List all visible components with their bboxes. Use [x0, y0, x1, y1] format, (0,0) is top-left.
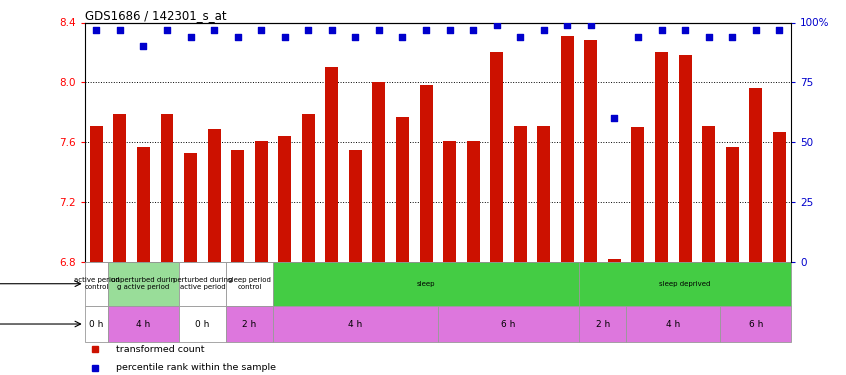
Bar	[537, 126, 550, 262]
Point	[278, 34, 292, 40]
Bar	[490, 53, 503, 262]
Point	[725, 34, 739, 40]
Point	[255, 27, 268, 33]
Bar	[579, 262, 791, 306]
Point	[514, 34, 527, 40]
Bar	[396, 117, 409, 262]
Text: 6 h: 6 h	[502, 320, 515, 328]
Bar	[626, 306, 721, 342]
Text: percentile rank within the sample: percentile rank within the sample	[117, 363, 277, 372]
Bar	[231, 150, 244, 262]
Bar	[255, 141, 267, 262]
Text: sleep: sleep	[417, 281, 436, 287]
Bar	[420, 85, 432, 262]
Text: 4 h: 4 h	[666, 320, 680, 328]
Bar	[226, 306, 273, 342]
Text: 4 h: 4 h	[349, 320, 363, 328]
Point	[90, 27, 103, 33]
Bar	[372, 82, 386, 262]
Bar	[273, 306, 438, 342]
Point	[749, 27, 762, 33]
Bar	[137, 147, 150, 262]
Bar	[702, 126, 715, 262]
Bar	[179, 306, 226, 342]
Point	[231, 34, 244, 40]
Point	[207, 27, 221, 33]
Text: active period
control: active period control	[74, 277, 119, 291]
Bar	[161, 114, 173, 262]
Bar	[726, 147, 739, 262]
Bar	[467, 141, 480, 262]
Bar	[85, 262, 108, 306]
Point	[160, 27, 173, 33]
Text: transformed count: transformed count	[117, 345, 205, 354]
Bar	[113, 114, 126, 262]
Point	[584, 22, 597, 28]
Point	[772, 27, 786, 33]
Text: sleep period
control: sleep period control	[228, 277, 271, 291]
Text: 2 h: 2 h	[242, 320, 256, 328]
Point	[442, 27, 456, 33]
Point	[631, 34, 645, 40]
Bar	[579, 306, 626, 342]
Bar	[750, 88, 762, 262]
Bar	[608, 259, 621, 262]
Bar	[179, 262, 226, 306]
Text: 0 h: 0 h	[195, 320, 210, 328]
Bar	[678, 56, 691, 262]
Bar	[772, 132, 786, 262]
Bar	[207, 129, 221, 262]
Bar	[326, 68, 338, 262]
Bar	[90, 126, 103, 262]
Point	[466, 27, 480, 33]
Bar	[302, 114, 315, 262]
Bar	[226, 262, 273, 306]
Point	[702, 34, 716, 40]
Point	[607, 115, 621, 121]
Text: 6 h: 6 h	[749, 320, 763, 328]
Bar	[721, 306, 791, 342]
Point	[372, 27, 386, 33]
Bar	[278, 136, 291, 262]
Bar	[438, 306, 579, 342]
Bar	[349, 150, 362, 262]
Bar	[184, 153, 197, 262]
Bar	[585, 40, 597, 262]
Point	[349, 34, 362, 40]
Bar	[655, 53, 668, 262]
Point	[420, 27, 433, 33]
Point	[490, 22, 503, 28]
Bar	[631, 127, 645, 262]
Point	[537, 27, 551, 33]
Point	[325, 27, 338, 33]
Bar	[108, 262, 179, 306]
Text: unperturbed durin
g active period: unperturbed durin g active period	[112, 277, 175, 291]
Text: 2 h: 2 h	[596, 320, 610, 328]
Point	[561, 22, 574, 28]
Point	[137, 44, 151, 50]
Bar	[85, 306, 108, 342]
Bar	[514, 126, 527, 262]
Point	[301, 27, 315, 33]
Point	[113, 27, 127, 33]
Bar	[108, 306, 179, 342]
Point	[184, 34, 197, 40]
Text: 0 h: 0 h	[89, 320, 103, 328]
Bar	[273, 262, 579, 306]
Text: GDS1686 / 142301_s_at: GDS1686 / 142301_s_at	[85, 9, 226, 22]
Point	[678, 27, 692, 33]
Point	[396, 34, 409, 40]
Text: perturbed during
active period: perturbed during active period	[173, 277, 232, 291]
Point	[655, 27, 668, 33]
Bar	[561, 36, 574, 262]
Text: sleep deprived: sleep deprived	[659, 281, 711, 287]
Bar	[443, 141, 456, 262]
Text: 4 h: 4 h	[136, 320, 151, 328]
